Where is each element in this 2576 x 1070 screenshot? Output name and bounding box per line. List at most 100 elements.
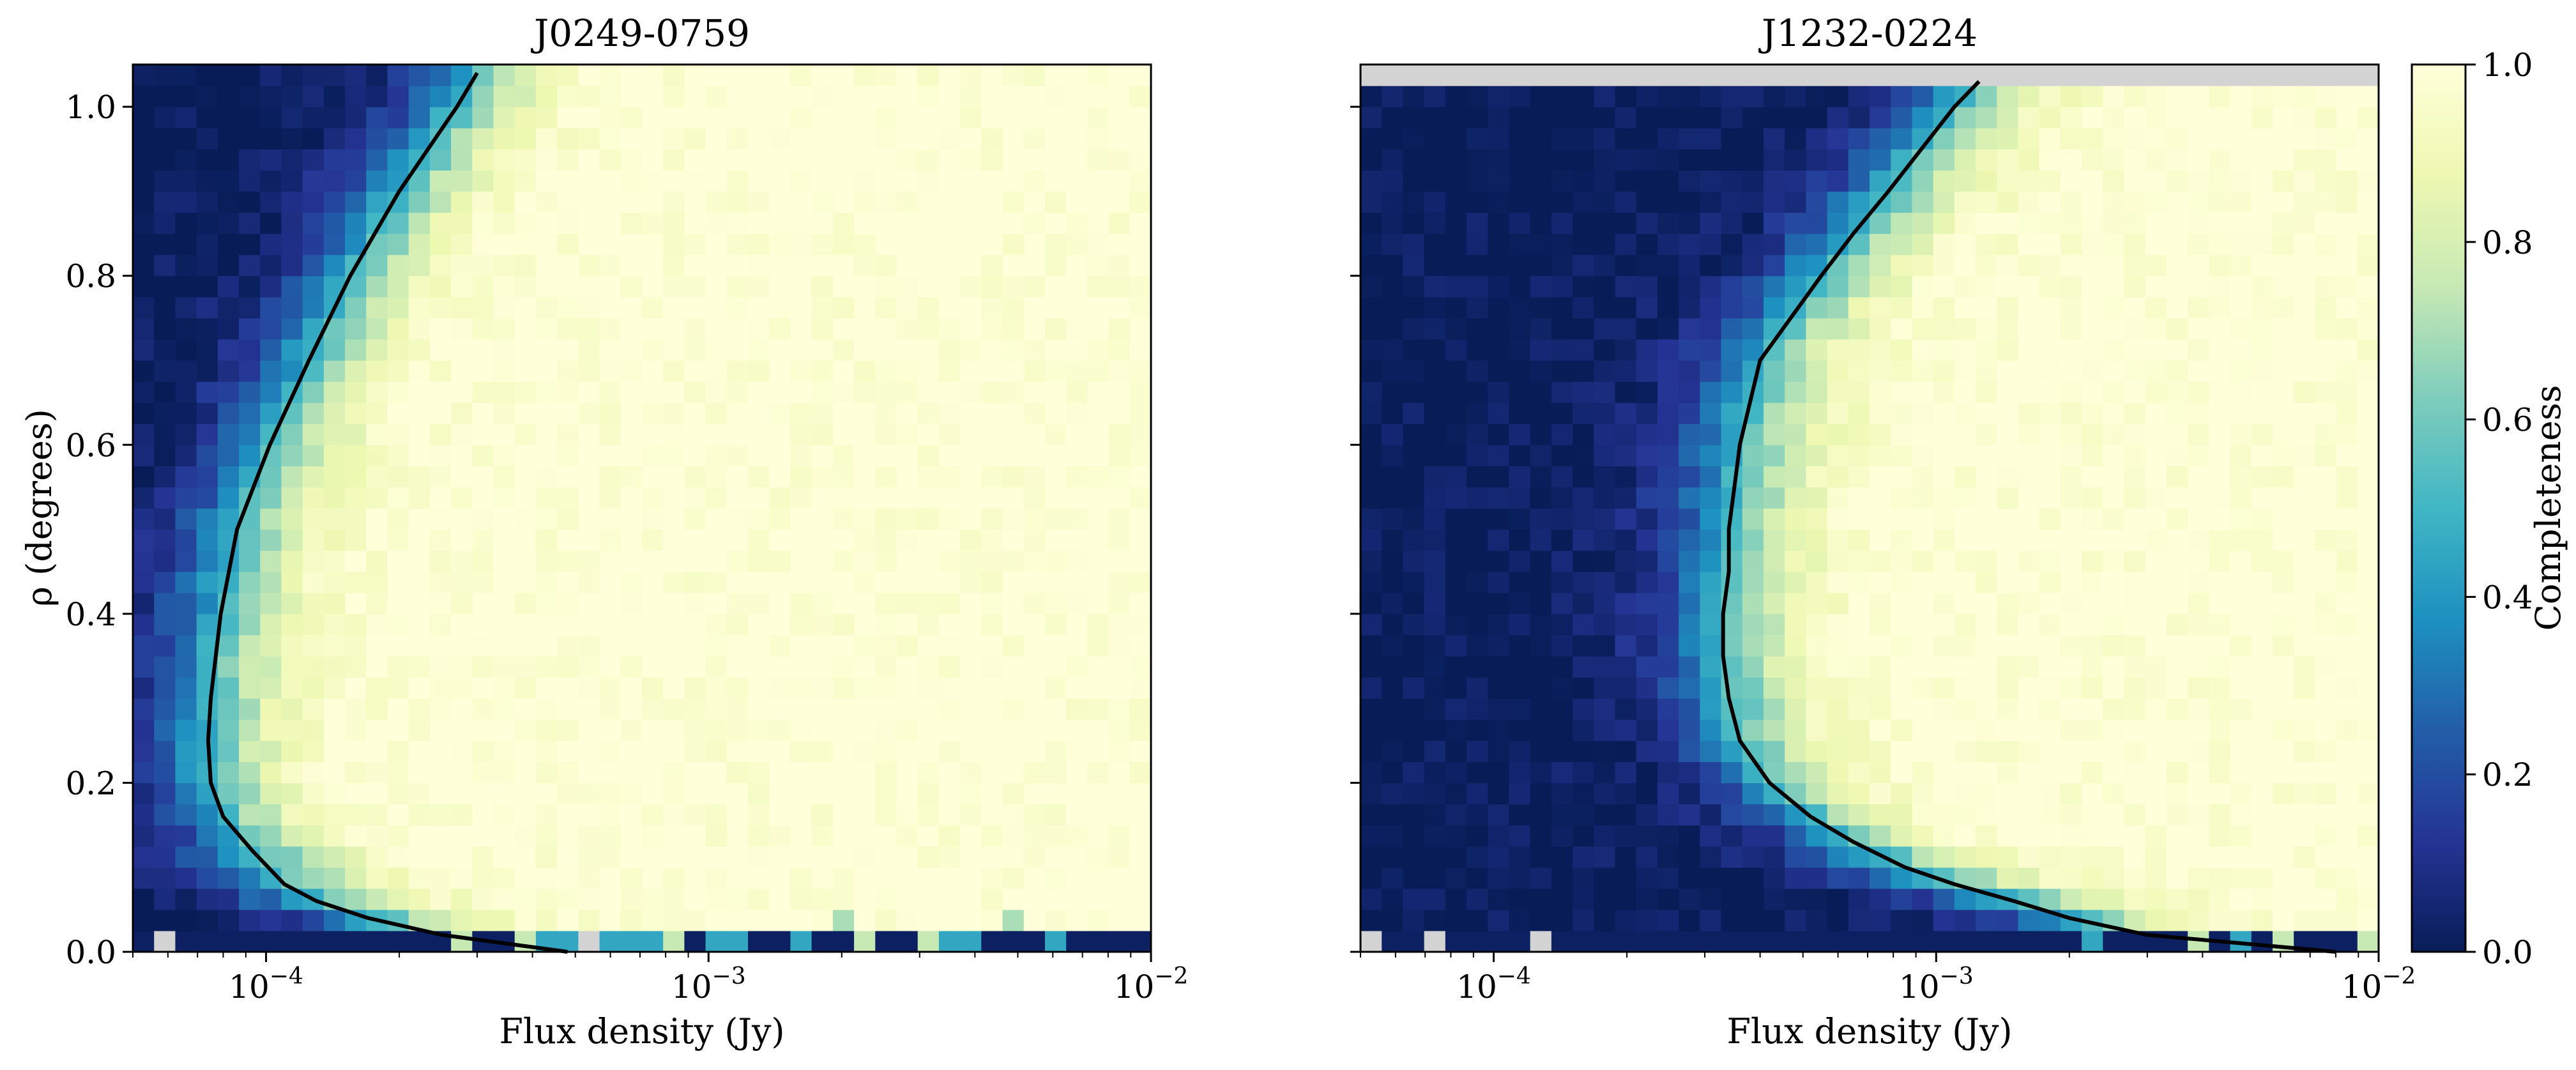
heatmap-cell [323,86,346,107]
heatmap-cell [1742,677,1764,699]
heatmap-cell [472,698,494,720]
heatmap-cell [175,613,197,636]
heatmap-cell [620,909,643,931]
heatmap-cell [1700,254,1722,277]
heatmap-cell [599,719,621,741]
heatmap-cell [2272,424,2294,445]
heatmap-cell [960,128,982,149]
heatmap-cell [1002,212,1025,234]
heatmap-cell [1636,107,1658,128]
heatmap-cell [917,550,940,572]
heatmap-cell [684,613,706,636]
heatmap-cell [1933,212,1955,234]
heatmap-cell [2039,740,2061,762]
heatmap-cell [1594,550,1616,572]
heatmap-cell [196,149,218,171]
heatmap-cell [938,86,961,107]
heatmap-cell [196,424,218,445]
heatmap-cell [1424,825,1446,847]
heatmap-cell [2188,275,2209,298]
heatmap-cell [1403,613,1425,636]
heatmap-cell [1636,761,1658,784]
heatmap-cell [1360,86,1382,107]
heatmap-cell [2272,761,2294,784]
heatmap-cell [1933,888,1955,910]
heatmap-cell [1848,445,1870,466]
heatmap-cell [1848,487,1870,509]
heatmap-cell [1933,804,1955,826]
heatmap-cell [1087,529,1109,551]
heatmap-cell [2188,677,2209,699]
heatmap-cell [896,825,918,847]
heatmap-cell [1382,317,1404,340]
heatmap-cell [493,592,515,615]
heatmap-cell [2145,212,2167,234]
heatmap-cell [2039,191,2061,213]
heatmap-cell [854,592,876,615]
heatmap-cell [1467,339,1488,361]
heatmap-cell [2315,571,2337,593]
heatmap-cell [578,550,600,572]
heatmap-cell [1509,339,1531,361]
heatmap-cell [2336,445,2358,466]
heatmap-cell [2060,677,2082,699]
heatmap-cell [1870,740,1891,762]
heatmap-cell [705,719,728,741]
heatmap-cell [345,424,367,445]
heatmap-cell [960,381,982,403]
heatmap-cell [196,846,218,868]
heatmap-cell [1129,909,1152,931]
heatmap-cell [1891,212,1913,234]
heatmap-cell [1679,86,1700,107]
heatmap-cell [2124,402,2146,424]
heatmap-cell [2251,424,2273,445]
heatmap-cell [1002,128,1025,149]
heatmap-cell [896,445,918,466]
heatmap-cell [2294,677,2315,699]
heatmap-cell [981,107,1003,128]
heatmap-cell [1424,107,1446,128]
heatmap-cell [2230,360,2252,382]
heatmap-cell [1806,888,1828,910]
heatmap-cell [578,783,600,805]
heatmap-cell [1912,634,1934,657]
heatmap-cell [1108,783,1131,805]
heatmap-cell [1954,571,1976,593]
heatmap-cell [875,445,897,466]
heatmap-cell [790,698,812,720]
heatmap-cell [620,487,643,509]
heatmap-cell [1445,254,1467,277]
heatmap-cell [302,761,324,784]
heatmap-cell [514,317,537,340]
heatmap-cell [2315,909,2337,931]
heatmap-cell [2103,381,2125,403]
heatmap-cell [2272,233,2294,256]
heatmap-cell [2272,634,2294,657]
heatmap-cell [239,613,261,636]
heatmap-cell [1129,149,1152,171]
heatmap-cell [960,909,982,931]
heatmap-cell [811,909,834,931]
heatmap-cell [1806,719,1828,741]
heatmap-cell [832,550,855,572]
heatmap-cell [896,212,918,234]
heatmap-cell [620,698,643,720]
heatmap-cell [1721,254,1743,277]
heatmap-cell [726,445,749,466]
heatmap-cell [260,317,282,340]
heatmap-cell [2209,761,2231,784]
heatmap-cell [811,888,834,910]
heatmap-cell [1721,339,1743,361]
heatmap-cell [514,825,537,847]
heatmap-cell [1551,402,1573,424]
heatmap-cell [281,508,303,530]
heatmap-cell [1700,86,1722,107]
heatmap-cell [832,191,855,213]
heatmap-cell [1742,909,1764,931]
heatmap-cell [451,634,473,657]
heatmap-cell [2209,339,2231,361]
heatmap-cell [1870,296,1891,319]
heatmap-cell [1763,867,1785,889]
heatmap-cell [1806,107,1828,128]
heatmap-cell [769,909,791,931]
